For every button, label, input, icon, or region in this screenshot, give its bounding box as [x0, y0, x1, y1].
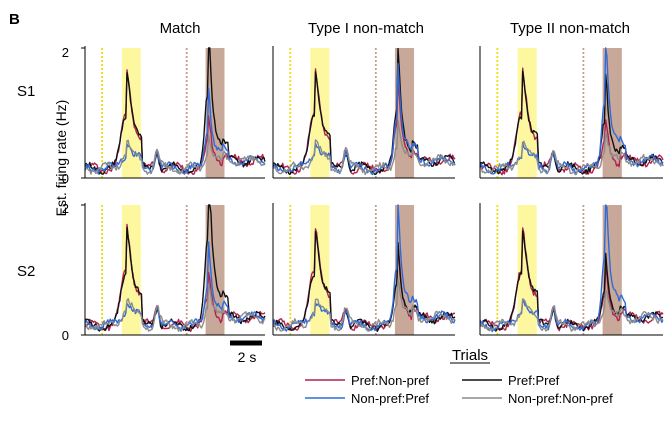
- series-line-np: [272, 62, 456, 176]
- series-line-np: [272, 204, 456, 332]
- subplot-0: [81, 46, 266, 179]
- subplot-1: [272, 46, 456, 179]
- subplot-5: [479, 203, 664, 336]
- y-axis-label: Est. firing rate (Hz): [53, 100, 69, 217]
- ytick-bottom-row2: 0: [62, 328, 69, 343]
- subplot-grid: [81, 46, 664, 336]
- series-line-pn: [84, 223, 266, 333]
- series-line-pn: [84, 69, 266, 175]
- series-line-np: [84, 87, 266, 175]
- series-line-nn: [84, 283, 266, 332]
- subplot-4: [272, 203, 456, 336]
- series-line-nn: [479, 289, 664, 332]
- legend: Trials Pref:Non-pref Pref:Pref Non-pref:…: [305, 347, 613, 406]
- series-line-pn: [272, 68, 456, 175]
- legend-label-nonpref-nonpref: Non-pref:Non-pref: [508, 391, 613, 406]
- series-line-nn: [272, 120, 456, 176]
- series-line-pp: [84, 47, 266, 175]
- subplot-3: [81, 203, 266, 336]
- series-line-nn: [84, 135, 266, 175]
- ytick-bottom-row1: 0: [62, 171, 69, 186]
- series-line-pn: [480, 227, 664, 332]
- ytick-top-row2: 2: [62, 201, 69, 216]
- series-line-pp: [84, 204, 266, 332]
- panel-letter: B: [9, 11, 20, 28]
- legend-title: Trials: [452, 347, 488, 364]
- series-line-np: [479, 204, 664, 333]
- series-line-nn: [479, 130, 664, 176]
- series-line-pp: [479, 70, 664, 175]
- legend-label-nonpref-pref: Non-pref:Pref: [351, 391, 429, 406]
- series-line-pp: [272, 47, 455, 176]
- ytick-top-row1: 2: [62, 45, 69, 60]
- series-line-pn: [272, 228, 456, 331]
- series-line-pn: [479, 67, 664, 176]
- column-title-match: Match: [160, 20, 201, 37]
- column-title-type-1: Type I non-match: [308, 20, 424, 37]
- legend-label-pref-nonpref: Pref:Non-pref: [351, 373, 429, 388]
- series-line-nn: [272, 278, 456, 332]
- legend-label-pref-pref: Pref:Pref: [508, 373, 560, 388]
- column-title-type-2: Type II non-match: [510, 20, 630, 37]
- time-scale-label: 2 s: [238, 349, 257, 365]
- sample-period-shade: [310, 48, 330, 178]
- series-line-pp: [479, 230, 664, 332]
- test-period-shade: [602, 205, 622, 335]
- row-label-s1: S1: [17, 83, 35, 100]
- series-line-np: [479, 47, 664, 175]
- subplot-2: [479, 46, 664, 179]
- row-label-s2: S2: [17, 263, 35, 280]
